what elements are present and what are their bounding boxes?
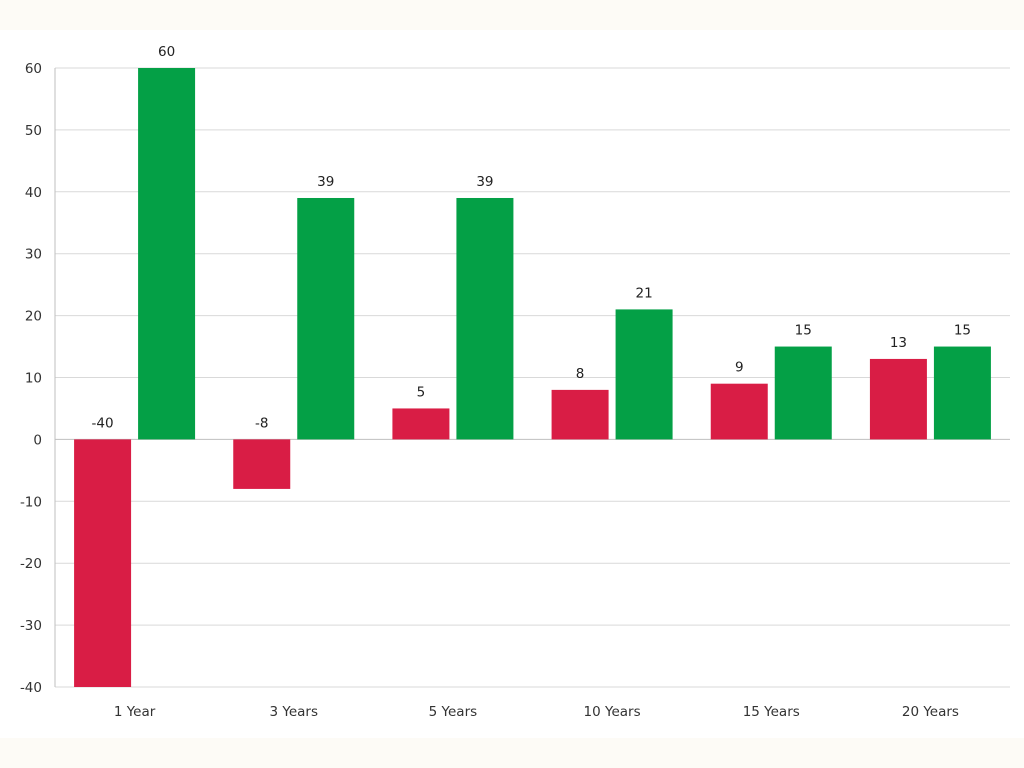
data-label: 13 — [890, 335, 907, 351]
y-tick-label: 20 — [25, 309, 42, 325]
y-axis: -40 -30 -20 -10 0 10 20 30 40 50 60 — [20, 61, 42, 696]
data-label: 39 — [476, 174, 493, 190]
bars — [74, 68, 991, 687]
bar — [233, 439, 291, 489]
y-tick-label: -10 — [20, 494, 42, 510]
grid-layer — [54, 67, 1010, 688]
y-tick-label: 60 — [25, 61, 42, 77]
y-tick-label: 40 — [25, 185, 42, 201]
x-axis: 1 Year 3 Years 5 Years 10 Years 15 Years 20 Y… — [114, 704, 959, 720]
bar — [551, 389, 609, 440]
data-label: 15 — [795, 323, 812, 339]
x-tick-label: 5 Years — [429, 704, 478, 720]
bar — [774, 346, 832, 440]
data-label: 15 — [954, 323, 971, 339]
x-tick-label: 10 Years — [584, 704, 641, 720]
data-label: 21 — [635, 285, 652, 301]
x-tick-label: 20 Years — [902, 704, 959, 720]
bar — [869, 358, 927, 440]
bar — [138, 68, 196, 440]
bar — [615, 309, 673, 440]
data-label: -8 — [255, 415, 268, 431]
data-label: -40 — [92, 415, 114, 431]
y-tick-label: 30 — [25, 247, 42, 263]
data-label: 5 — [417, 384, 426, 400]
bar — [74, 439, 132, 687]
bar — [933, 346, 991, 440]
y-tick-label: 50 — [25, 123, 42, 139]
data-label: 8 — [576, 366, 585, 382]
x-tick-label: 15 Years — [743, 704, 800, 720]
y-tick-label: -30 — [20, 618, 42, 634]
data-label: 9 — [735, 360, 744, 376]
bar — [710, 383, 768, 440]
y-tick-label: 10 — [25, 371, 42, 387]
x-tick-label: 3 Years — [270, 704, 319, 720]
data-label: 39 — [317, 174, 334, 190]
bar — [297, 197, 355, 440]
data-label: 60 — [158, 44, 175, 60]
x-tick-label: 1 Year — [114, 704, 156, 720]
data-labels: -40 60 -8 39 5 39 8 21 9 15 13 15 — [92, 44, 971, 431]
y-tick-label: -20 — [20, 556, 42, 572]
bar — [456, 197, 514, 440]
y-tick-label: 0 — [33, 432, 42, 448]
y-tick-label: -40 — [20, 680, 42, 696]
bar — [392, 408, 450, 440]
